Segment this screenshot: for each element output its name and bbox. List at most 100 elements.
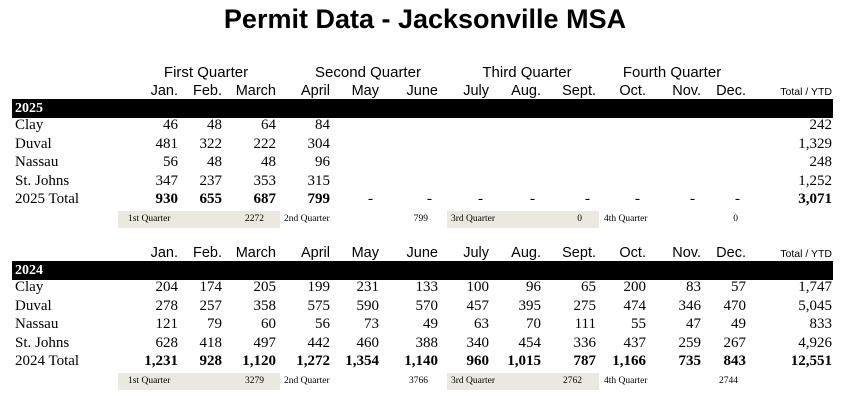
month-header: June xyxy=(406,245,438,261)
total-cell: 799 xyxy=(307,191,331,207)
total-cell: 843 xyxy=(723,353,747,369)
data-cell: 200 xyxy=(623,279,647,295)
month-header: June xyxy=(406,83,438,99)
month-header: Oct. xyxy=(619,245,646,261)
row-label: Clay xyxy=(15,279,44,295)
data-cell: 474 xyxy=(623,297,647,314)
month-header: March xyxy=(235,245,276,261)
quarter-shade xyxy=(447,211,599,228)
month-header: May xyxy=(351,83,379,99)
quarter-header: Fourth Quarter xyxy=(622,64,722,81)
quarter-summary-value: 799 xyxy=(413,214,428,224)
quarter-summary-value: 0 xyxy=(733,214,738,224)
data-cell: 628 xyxy=(155,334,179,351)
ytd-cell: 1,252 xyxy=(798,172,832,189)
data-cell: 347 xyxy=(155,172,179,189)
year-bar: 2024 xyxy=(12,261,833,280)
data-cell: 96 xyxy=(315,154,330,170)
month-header: March xyxy=(235,83,276,99)
ytd-cell: 833 xyxy=(809,316,833,332)
total-label: 2024 Total xyxy=(15,353,80,369)
data-cell: 358 xyxy=(253,297,277,314)
total-cell: - xyxy=(735,191,740,207)
total-cell: - xyxy=(690,191,695,207)
quarter-summary-label: 2nd Quarter xyxy=(284,376,330,386)
month-header: Oct. xyxy=(619,83,646,99)
month-header: July xyxy=(463,245,489,261)
month-header: April xyxy=(300,83,330,99)
month-header: Feb. xyxy=(192,83,222,99)
quarter-summary-label: 2nd Quarter xyxy=(284,214,330,224)
quarter-summary-value: 2272 xyxy=(245,214,264,224)
total-cell: 1,015 xyxy=(507,353,541,369)
data-cell: 481 xyxy=(155,135,179,152)
data-cell: 48 xyxy=(207,154,222,170)
total-cell: 655 xyxy=(199,191,223,207)
data-cell: 590 xyxy=(356,297,380,314)
data-cell: 49 xyxy=(731,316,746,332)
month-header: April xyxy=(300,245,330,261)
quarter-summary-value: 0 xyxy=(577,214,582,224)
total-cell: - xyxy=(635,191,640,207)
quarter-summary-label: 1st Quarter xyxy=(128,214,171,224)
data-cell: 418 xyxy=(199,334,223,351)
month-header: Dec. xyxy=(716,83,746,99)
ytd-header: Total / YTD xyxy=(780,86,832,98)
data-cell: 199 xyxy=(307,279,331,295)
data-cell: 570 xyxy=(415,297,439,314)
data-cell: 460 xyxy=(356,334,380,351)
quarter-summary-label: 4th Quarter xyxy=(604,214,648,224)
data-cell: 278 xyxy=(155,297,179,314)
total-cell: 1,231 xyxy=(144,353,178,369)
data-cell: 56 xyxy=(315,316,330,332)
row-label: Duval xyxy=(15,297,52,314)
row-label: St. Johns xyxy=(15,172,70,189)
data-cell: 304 xyxy=(307,135,331,152)
row-label: Clay xyxy=(15,117,44,133)
data-cell: 497 xyxy=(253,334,277,351)
ytd-cell: 4,926 xyxy=(798,334,832,351)
total-cell: 960 xyxy=(466,353,490,369)
total-cell: 735 xyxy=(678,353,702,369)
total-cell: 930 xyxy=(155,191,179,207)
quarter-shade xyxy=(118,373,280,390)
row-label: Nassau xyxy=(15,316,59,332)
quarter-summary-label: 3rd Quarter xyxy=(451,214,496,224)
data-cell: 49 xyxy=(423,316,438,332)
data-cell: 73 xyxy=(364,316,379,332)
month-header: Jan. xyxy=(150,245,178,261)
data-cell: 275 xyxy=(573,297,597,314)
ytd-total-cell: 3,071 xyxy=(798,191,832,207)
data-cell: 322 xyxy=(199,135,223,152)
year-bar: 2025 xyxy=(12,99,833,118)
page-title: Permit Data - Jacksonville MSA xyxy=(223,4,627,34)
quarter-shade xyxy=(447,373,599,390)
data-cell: 470 xyxy=(723,297,747,314)
quarter-summary-value: 2744 xyxy=(719,376,738,386)
data-cell: 65 xyxy=(581,279,596,295)
data-cell: 63 xyxy=(474,316,489,332)
month-header: July xyxy=(463,83,489,99)
ytd-total-cell: 12,551 xyxy=(790,353,832,369)
month-header: Nov. xyxy=(672,245,701,261)
data-cell: 257 xyxy=(199,297,223,314)
data-cell: 70 xyxy=(526,316,541,332)
data-cell: 121 xyxy=(155,316,179,332)
month-header: Jan. xyxy=(150,83,178,99)
quarter-summary-label: 4th Quarter xyxy=(604,376,648,386)
data-cell: 79 xyxy=(207,316,222,332)
ytd-cell: 248 xyxy=(809,154,833,170)
row-label: Duval xyxy=(15,135,52,152)
data-cell: 442 xyxy=(307,334,331,351)
total-cell: 1,140 xyxy=(404,353,438,369)
total-cell: 1,272 xyxy=(296,353,330,369)
total-cell: - xyxy=(478,191,483,207)
data-cell: 57 xyxy=(731,279,746,295)
month-header: Dec. xyxy=(716,245,746,261)
data-cell: 259 xyxy=(678,334,702,351)
data-cell: 48 xyxy=(261,154,276,170)
quarter-summary-value: 3766 xyxy=(409,376,428,386)
row-label: Nassau xyxy=(15,154,59,170)
total-cell: 1,354 xyxy=(345,353,379,369)
data-cell: 55 xyxy=(631,316,646,332)
